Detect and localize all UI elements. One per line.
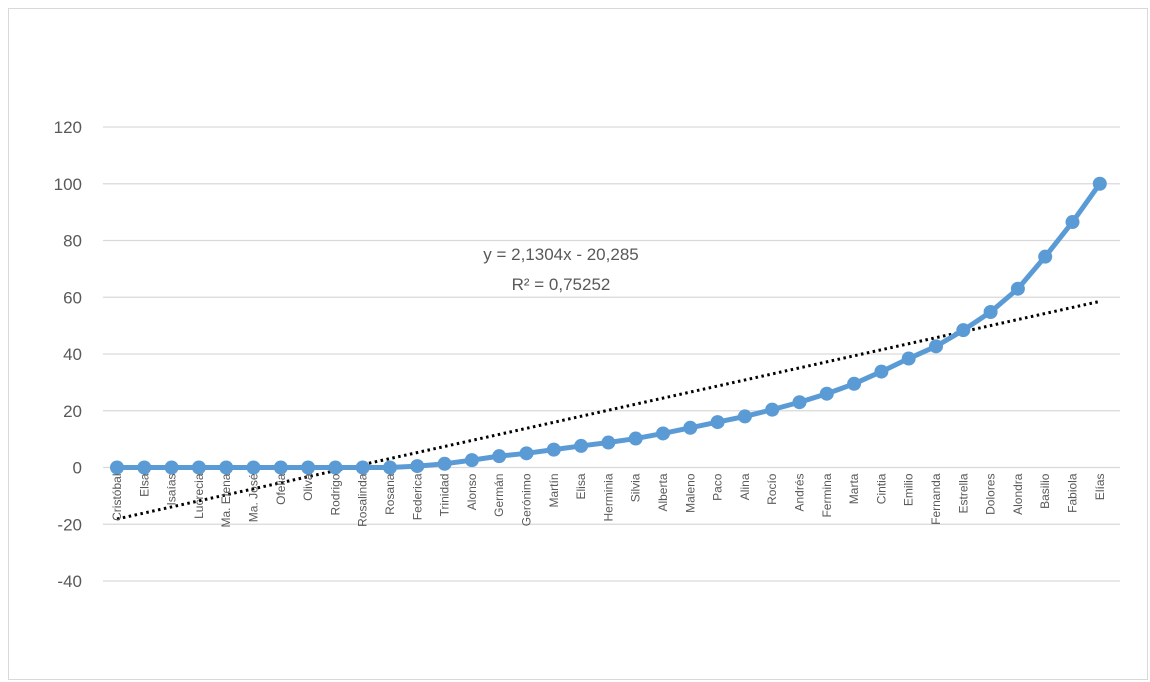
data-point — [737, 409, 752, 424]
x-tick-label: Fermina — [820, 473, 834, 517]
data-point — [819, 386, 834, 401]
data-point — [492, 449, 507, 464]
data-point — [137, 460, 152, 475]
x-tick-label: Cintia — [874, 473, 888, 504]
x-tick-label: Fabiola — [1066, 473, 1080, 513]
chart-frame — [8, 8, 1148, 680]
x-tick-label: Rodrigo — [328, 473, 342, 515]
x-tick-label: Oliva — [301, 473, 315, 501]
data-point — [901, 351, 916, 366]
data-point — [273, 460, 288, 475]
data-point — [628, 431, 643, 446]
x-tick-label: Alondra — [1011, 473, 1025, 515]
x-tick-label: Trinidad — [438, 474, 452, 517]
x-tick-label: Rosana — [383, 473, 397, 515]
y-tick-label: 60 — [63, 288, 82, 307]
data-point — [383, 460, 397, 475]
x-tick-label: Gerónimo — [520, 473, 534, 526]
x-tick-label: Isaías — [165, 474, 179, 506]
data-point — [219, 460, 234, 475]
trendline-r2: R² = 0,75252 — [512, 275, 611, 294]
x-tick-label: Alonso — [465, 473, 479, 510]
y-tick-label: 80 — [63, 232, 82, 251]
y-tick-label: -20 — [57, 515, 82, 534]
x-tick-label: Federica — [410, 473, 424, 520]
x-tick-label: Alina — [738, 473, 752, 500]
data-point — [246, 460, 261, 475]
x-tick-label: Cristóbal — [110, 474, 124, 521]
y-tick-label: 100 — [54, 175, 82, 194]
x-tick-label: Elías — [1093, 474, 1107, 501]
data-point — [546, 442, 561, 457]
data-point — [437, 456, 452, 471]
x-tick-label: Dolores — [984, 474, 998, 515]
y-tick-label: 0 — [73, 459, 82, 478]
data-point — [410, 459, 425, 474]
trendline-equation: y = 2,1304x - 20,285 — [483, 245, 638, 264]
data-point — [792, 395, 807, 410]
data-point — [301, 460, 316, 475]
x-tick-label: Germán — [492, 474, 506, 517]
y-axis-ticks: -40 -20 0 20 40 60 80 100 120 — [54, 118, 82, 591]
x-tick-label: Marta — [847, 473, 861, 504]
x-tick-label: Estrella — [956, 473, 970, 513]
series-line — [110, 176, 1107, 475]
data-point — [983, 305, 998, 320]
series-line-path — [114, 181, 1103, 470]
data-point — [519, 446, 534, 461]
x-tick-label: Silvia — [629, 473, 643, 502]
data-point — [847, 376, 862, 391]
data-point — [656, 426, 670, 441]
x-tick-label: Martín — [547, 474, 561, 508]
data-point — [929, 339, 943, 354]
y-tick-label: 20 — [63, 402, 82, 421]
trendline-annotation: y = 2,1304x - 20,285 R² = 0,75252 — [483, 245, 638, 294]
data-point — [1010, 281, 1025, 296]
x-tick-label: Fernanda — [929, 473, 943, 525]
gridlines — [103, 126, 1120, 582]
x-tick-label: Andrés — [793, 474, 807, 512]
data-point — [710, 415, 725, 430]
data-point — [601, 435, 616, 450]
x-tick-label: Elsa — [137, 473, 151, 497]
y-tick-label: -40 — [57, 572, 82, 591]
x-tick-label: Paco — [711, 473, 725, 501]
data-point — [328, 460, 343, 475]
data-point — [355, 460, 370, 475]
data-point — [110, 460, 124, 475]
data-point — [464, 453, 479, 468]
data-point — [683, 420, 698, 435]
data-point — [164, 460, 179, 475]
data-point — [956, 323, 971, 338]
x-tick-label: Elisa — [574, 473, 588, 499]
x-tick-label: Herminia — [601, 473, 615, 521]
data-point — [574, 438, 589, 453]
x-tick-label: Basilio — [1038, 473, 1052, 509]
x-tick-label: Emilio — [902, 473, 916, 506]
x-tick-label: Rocío — [765, 473, 779, 505]
data-point — [874, 364, 889, 379]
x-tick-label: Rosalinda — [356, 473, 370, 527]
data-point — [1092, 176, 1107, 191]
x-tick-label: Maleno — [683, 473, 697, 513]
x-tick-label: Lucrecia — [192, 473, 206, 519]
x-tick-label: Ma. José — [247, 473, 261, 522]
x-tick-label: Ma. Elena — [219, 473, 233, 527]
data-point — [1065, 215, 1080, 230]
data-point — [765, 402, 780, 417]
data-point — [191, 460, 206, 475]
x-tick-label: Alberta — [656, 473, 670, 511]
x-axis-ticks: Cristóbal Elsa Isaías Lucrecia Ma. Elena Ma. … — [110, 473, 1107, 527]
data-point — [1038, 249, 1053, 264]
y-tick-label: 40 — [63, 345, 82, 364]
x-tick-label: Ofelia — [274, 473, 288, 505]
y-tick-label: 120 — [54, 118, 82, 137]
